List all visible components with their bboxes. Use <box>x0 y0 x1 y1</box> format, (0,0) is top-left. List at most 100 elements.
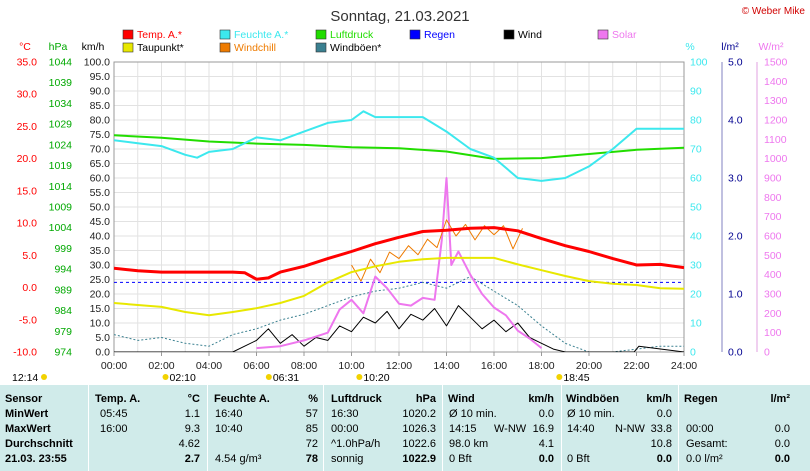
temp-c-tick-label: 35.0 <box>17 57 38 69</box>
temp-c-tick-label: -10.0 <box>13 347 37 359</box>
temp-c-tick-label: 0.0 <box>22 282 37 294</box>
temp-c-unit: °C <box>19 41 31 53</box>
solar-wm2-tick-label: 0 <box>764 347 770 359</box>
feuchte-time: 10:40 <box>215 423 243 435</box>
header-regen-unit: l/m² <box>770 393 790 405</box>
wind-kmh-unit: km/h <box>82 41 105 53</box>
humidity-pct-tick-label: 20 <box>690 289 702 301</box>
wind-tick-label: 45.0 <box>90 216 111 228</box>
wind-time: Ø 10 min. <box>449 408 497 420</box>
legend-label-wind: Wind <box>518 29 542 41</box>
wind-tick-label: 10.0 <box>90 318 111 330</box>
legend-swatch-windchill <box>219 42 231 53</box>
temp-value: 2.7 <box>184 453 200 465</box>
regen-time: Gesamt: <box>686 438 728 450</box>
temp-value: 9.3 <box>184 423 200 435</box>
marker-label: 18:45 <box>563 372 589 381</box>
legend-label-luftdruck: Luftdruck <box>330 29 374 41</box>
rain-lm2-tick-label: 3.0 <box>728 173 743 185</box>
solar-wm2-tick-label: 1400 <box>764 76 788 88</box>
humidity-pct-tick-label: 0 <box>690 347 696 359</box>
wind-tick-label: 25.0 <box>90 274 111 286</box>
boeen-time: Ø 10 min. <box>567 408 615 420</box>
table-divider <box>442 385 443 471</box>
humidity-pct-unit: % <box>685 41 694 53</box>
humidity-pct-tick-label: 30 <box>690 260 702 272</box>
druck-time: 00:00 <box>331 423 359 435</box>
table-divider <box>207 385 208 471</box>
feuchte-time: 16:40 <box>215 408 243 420</box>
wind-tick-label: 85.0 <box>90 100 111 112</box>
druck-value: 1020.2 <box>402 408 436 420</box>
sun-marker-icon <box>556 374 563 380</box>
wind-tick-label: 70.0 <box>90 144 111 156</box>
marker-label: 02:10 <box>170 372 196 381</box>
table-divider <box>561 385 562 471</box>
legend-label-windchill: Windchill <box>234 42 276 54</box>
rain-lm2-tick-label: 4.0 <box>728 115 743 127</box>
regen-value: 0.0 <box>774 423 790 435</box>
pressure-hpa-tick-label: 1014 <box>49 181 73 193</box>
legend-swatch-solar <box>597 29 609 40</box>
series-line-luftdruck <box>114 134 684 160</box>
row-label: 21.03. 23:55 <box>5 453 67 465</box>
feuchte-value: 78 <box>305 453 318 465</box>
humidity-pct-tick-label: 100 <box>690 57 708 69</box>
marker-label: 06:31 <box>273 372 299 381</box>
legend-label-taupunkt: Taupunkt* <box>137 42 184 54</box>
boeen-value: 33.8 <box>650 423 672 435</box>
legend-swatch-luftdruck <box>315 29 327 40</box>
x-tick-label: 08:00 <box>291 360 317 372</box>
series-line-taupunkt <box>114 256 684 317</box>
series-line-wind <box>114 305 684 352</box>
series-line-windchill <box>351 219 523 282</box>
wind-tick-label: 55.0 <box>90 187 111 199</box>
sun-marker-icon <box>356 374 363 380</box>
legend-swatch-temp <box>122 29 134 40</box>
feuchte-value: 85 <box>305 423 318 435</box>
wind-tick-label: 20.0 <box>90 289 111 301</box>
series-line-feuchte <box>114 110 684 182</box>
x-tick-label: 02:00 <box>148 360 174 372</box>
humidity-pct-tick-label: 10 <box>690 318 702 330</box>
bottom-markers: 12:14 02:10 06:31 10:20 18:45 <box>12 372 590 381</box>
feuchte-value: 72 <box>305 438 318 450</box>
solar-wm2-tick-label: 100 <box>764 327 782 339</box>
pressure-hpa-tick-label: 1019 <box>49 160 73 172</box>
header-druck: Luftdruck <box>331 393 382 405</box>
wind-tick-label: 60.0 <box>90 173 111 185</box>
x-tick-label: 16:00 <box>481 360 507 372</box>
header-boeen: Windböen <box>566 393 620 405</box>
wind-tick-label: 0.0 <box>95 347 110 359</box>
wind-value: 0.0 <box>538 408 554 420</box>
solar-wm2-tick-label: 1200 <box>764 115 788 127</box>
temp-c-tick-label: 15.0 <box>17 185 38 197</box>
rain-lm2-tick-label: 1.0 <box>728 289 743 301</box>
legend-label-regen: Regen <box>424 29 455 41</box>
solar-wm2-tick-label: 1500 <box>764 57 788 69</box>
solar-wm2-tick-label: 1300 <box>764 95 788 107</box>
humidity-pct-tick-label: 70 <box>690 144 702 156</box>
pressure-hpa-unit: hPa <box>49 41 68 53</box>
wind-tick-label: 5.0 <box>95 332 110 344</box>
regen-time: 00:00 <box>686 423 714 435</box>
header-regen: Regen <box>684 393 718 405</box>
pressure-hpa-tick-label: 999 <box>54 243 72 255</box>
temp-c-tick-label: 30.0 <box>17 89 38 101</box>
x-axis-labels: 00:00 02:00 04:00 06:00 08:00 10:00 12:00 14:00… <box>101 352 697 372</box>
sun-marker-icon <box>265 374 272 380</box>
boeen-time: 14:40 <box>567 423 595 435</box>
header-druck-unit: hPa <box>415 393 436 405</box>
legend-swatch-wind <box>503 29 515 40</box>
header-temp-unit: °C <box>187 393 200 405</box>
solar-wm2-tick-label: 300 <box>764 289 782 301</box>
druck-time: ^1.0hPa/h <box>331 438 381 450</box>
header-boeen-unit: km/h <box>646 393 672 405</box>
sun-marker-icon <box>162 374 169 380</box>
pressure-hpa-tick-label: 1004 <box>49 222 73 234</box>
legend-label-temp: Temp. A.* <box>137 29 182 41</box>
rain-lm2-tick-label: 5.0 <box>728 57 743 69</box>
pressure-hpa-tick-label: 1009 <box>49 202 73 214</box>
solar-wm2-unit: W/m² <box>758 41 784 53</box>
header-feuchte-unit: % <box>308 393 318 405</box>
